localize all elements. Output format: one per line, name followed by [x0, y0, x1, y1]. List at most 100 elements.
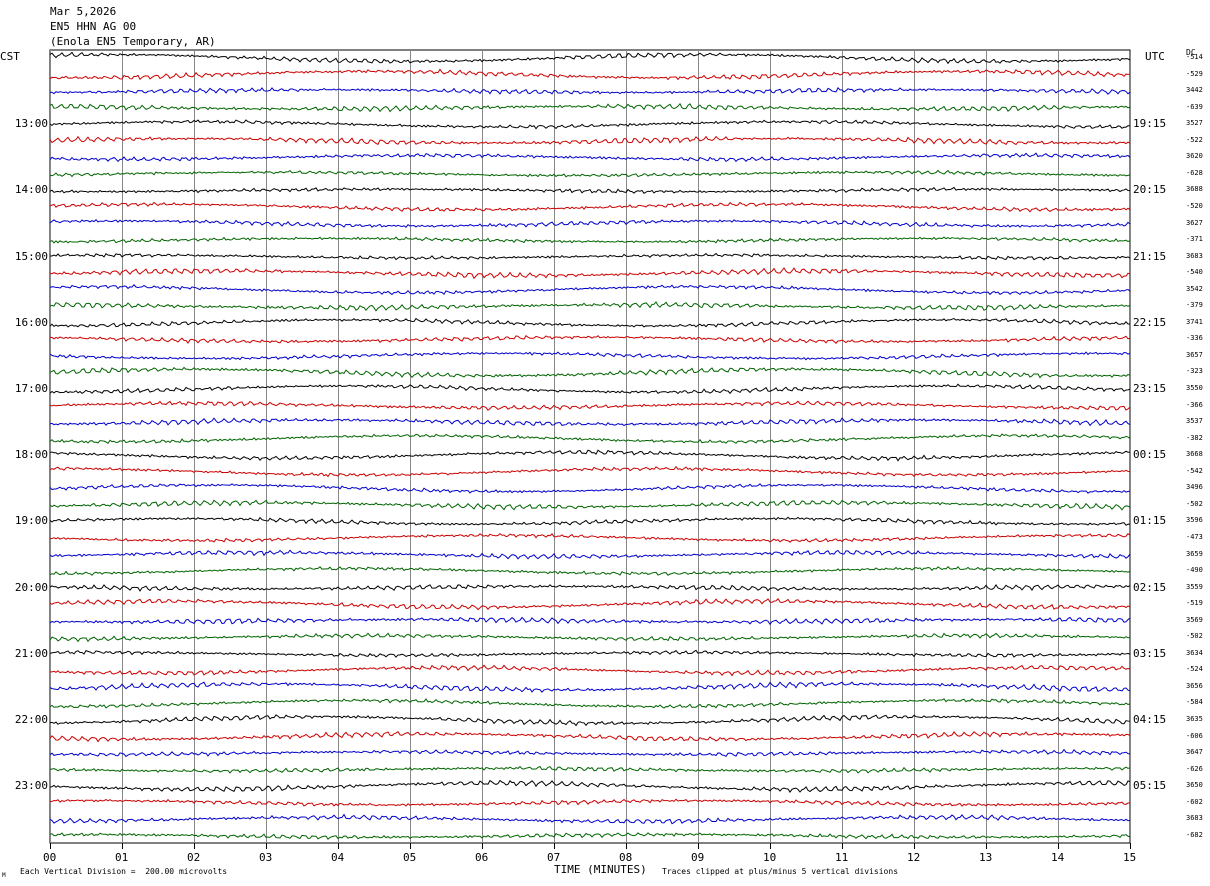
x-tick-label: 12: [907, 851, 921, 864]
trace-line: [49, 152, 1131, 163]
right-hour-label: 20:15: [1133, 183, 1167, 197]
trace-line: [49, 779, 1131, 793]
chart-channel: EN5 HHN AG 00: [50, 20, 137, 33]
trace-line: [49, 533, 1131, 543]
trace-line: [49, 597, 1131, 611]
left-hour-label: 22:00: [14, 713, 48, 726]
trace-line: [49, 334, 1131, 344]
trace-line: [49, 798, 1131, 807]
dc-offset-label: 3657: [1186, 350, 1203, 359]
chart-station: (Enola EN5 Temporary, AR): [50, 35, 216, 48]
x-tick-label: 00: [43, 851, 57, 864]
dc-offset-label: 3683: [1186, 814, 1203, 823]
left-hour-label: 13:00: [14, 117, 48, 131]
plot-frame: [49, 49, 1131, 844]
left-hour-label: 16:00: [14, 315, 48, 329]
trace-line: [49, 169, 1131, 178]
trace-line: [49, 765, 1131, 774]
x-tick-label: 08: [619, 851, 633, 864]
trace-line: [49, 731, 1131, 743]
right-hour-label: 02:15: [1133, 580, 1167, 594]
dc-offset-label: -336: [1186, 334, 1203, 343]
right-hour-label: 05:15: [1133, 779, 1167, 793]
x-tick-label: 13: [979, 851, 993, 864]
trace-line: [49, 119, 1131, 130]
trace-line: [49, 68, 1131, 81]
x-tick-label: 10: [763, 851, 777, 864]
trace-line: [49, 465, 1131, 478]
dc-offset-label: -584: [1186, 698, 1203, 707]
dc-offset-label: 3542: [1186, 284, 1203, 293]
right-hour-label: 22:15: [1133, 315, 1167, 329]
trace-line: [49, 813, 1131, 825]
trace-line: [49, 284, 1131, 296]
dc-offset-label: 3659: [1186, 549, 1203, 558]
dc-offset-label: 3537: [1186, 417, 1203, 426]
dc-offset-label: -522: [1186, 135, 1203, 144]
x-tick-label: 04: [331, 851, 345, 864]
x-tick-label: 15: [1123, 851, 1137, 864]
right-hour-label: 00:15: [1133, 448, 1167, 462]
left-zone-label: CST: [0, 50, 20, 63]
trace-line: [49, 317, 1130, 328]
trace-line: [49, 549, 1131, 560]
right-hour-label: 23:15: [1133, 382, 1167, 395]
dc-offset-label: -520: [1186, 201, 1203, 210]
dc-offset-label: -602: [1186, 797, 1203, 806]
trace-line: [49, 483, 1131, 494]
x-tick-label: 01: [115, 851, 129, 864]
dc-offset-label: -473: [1186, 532, 1203, 541]
x-axis-title: TIME (MINUTES): [554, 863, 647, 876]
dc-offset-label: 3668: [1186, 450, 1203, 459]
x-tick-label: 05: [403, 851, 417, 864]
dc-offset-label: 3650: [1186, 781, 1203, 790]
dc-offset-label: -540: [1186, 268, 1203, 277]
dc-offset-label: -639: [1186, 102, 1203, 111]
dc-offset-label: -529: [1186, 69, 1203, 78]
trace-line: [49, 748, 1131, 758]
dc-offset-label: 3620: [1186, 152, 1203, 161]
dc-offset-label: -323: [1186, 367, 1203, 376]
dc-offset-label: 3634: [1186, 648, 1203, 657]
trace-line: [49, 584, 1131, 592]
dc-offset-label: 3627: [1186, 218, 1203, 227]
scale-note: Each Vertical Division = 200.00 microvol…: [20, 867, 228, 876]
trace-line: [49, 832, 1131, 840]
clip-note: Traces clipped at plus/minus 5 vertical …: [662, 867, 899, 876]
dc-offset-label: 3527: [1186, 119, 1203, 128]
dc-offset-label: 3741: [1186, 317, 1203, 326]
left-hour-label: 20:00: [14, 580, 48, 594]
left-hour-label: 15:00: [14, 249, 48, 263]
right-hour-label: 04:15: [1133, 713, 1167, 726]
dc-offset-label: -606: [1186, 731, 1203, 740]
right-hour-label: 01:15: [1133, 514, 1167, 528]
trace-line: [49, 252, 1131, 261]
x-tick-label: 06: [475, 851, 489, 864]
trace-line: [49, 135, 1131, 146]
dc-offset-label: -379: [1186, 301, 1203, 310]
trace-line: [49, 616, 1131, 626]
dc-offset-label: 3688: [1186, 185, 1203, 194]
trace-line: [49, 449, 1131, 462]
dc-offset-label: 3596: [1186, 516, 1203, 525]
trace-line: [49, 400, 1131, 411]
x-tick-label: 09: [691, 851, 705, 864]
left-hour-label: 17:00: [14, 382, 48, 395]
dc-offset-label: 3569: [1186, 615, 1203, 624]
x-tick-label: 14: [1051, 851, 1065, 864]
trace-line: [49, 681, 1131, 693]
dc-offset-label: -524: [1186, 665, 1203, 674]
dc-offset-label: 3559: [1186, 582, 1203, 591]
right-zone-label: UTC: [1145, 50, 1165, 63]
trace-line: [49, 714, 1131, 727]
trace-line: [49, 698, 1131, 709]
dc-offset-label: -519: [1186, 599, 1203, 608]
trace-line: [49, 516, 1131, 526]
trace-line: [49, 267, 1131, 280]
trace-line: [49, 366, 1131, 379]
trace-line: [49, 565, 1131, 576]
trace-line: [49, 417, 1131, 427]
dc-offset-label: -502: [1186, 632, 1203, 641]
dc-label: DC: [1186, 48, 1196, 57]
